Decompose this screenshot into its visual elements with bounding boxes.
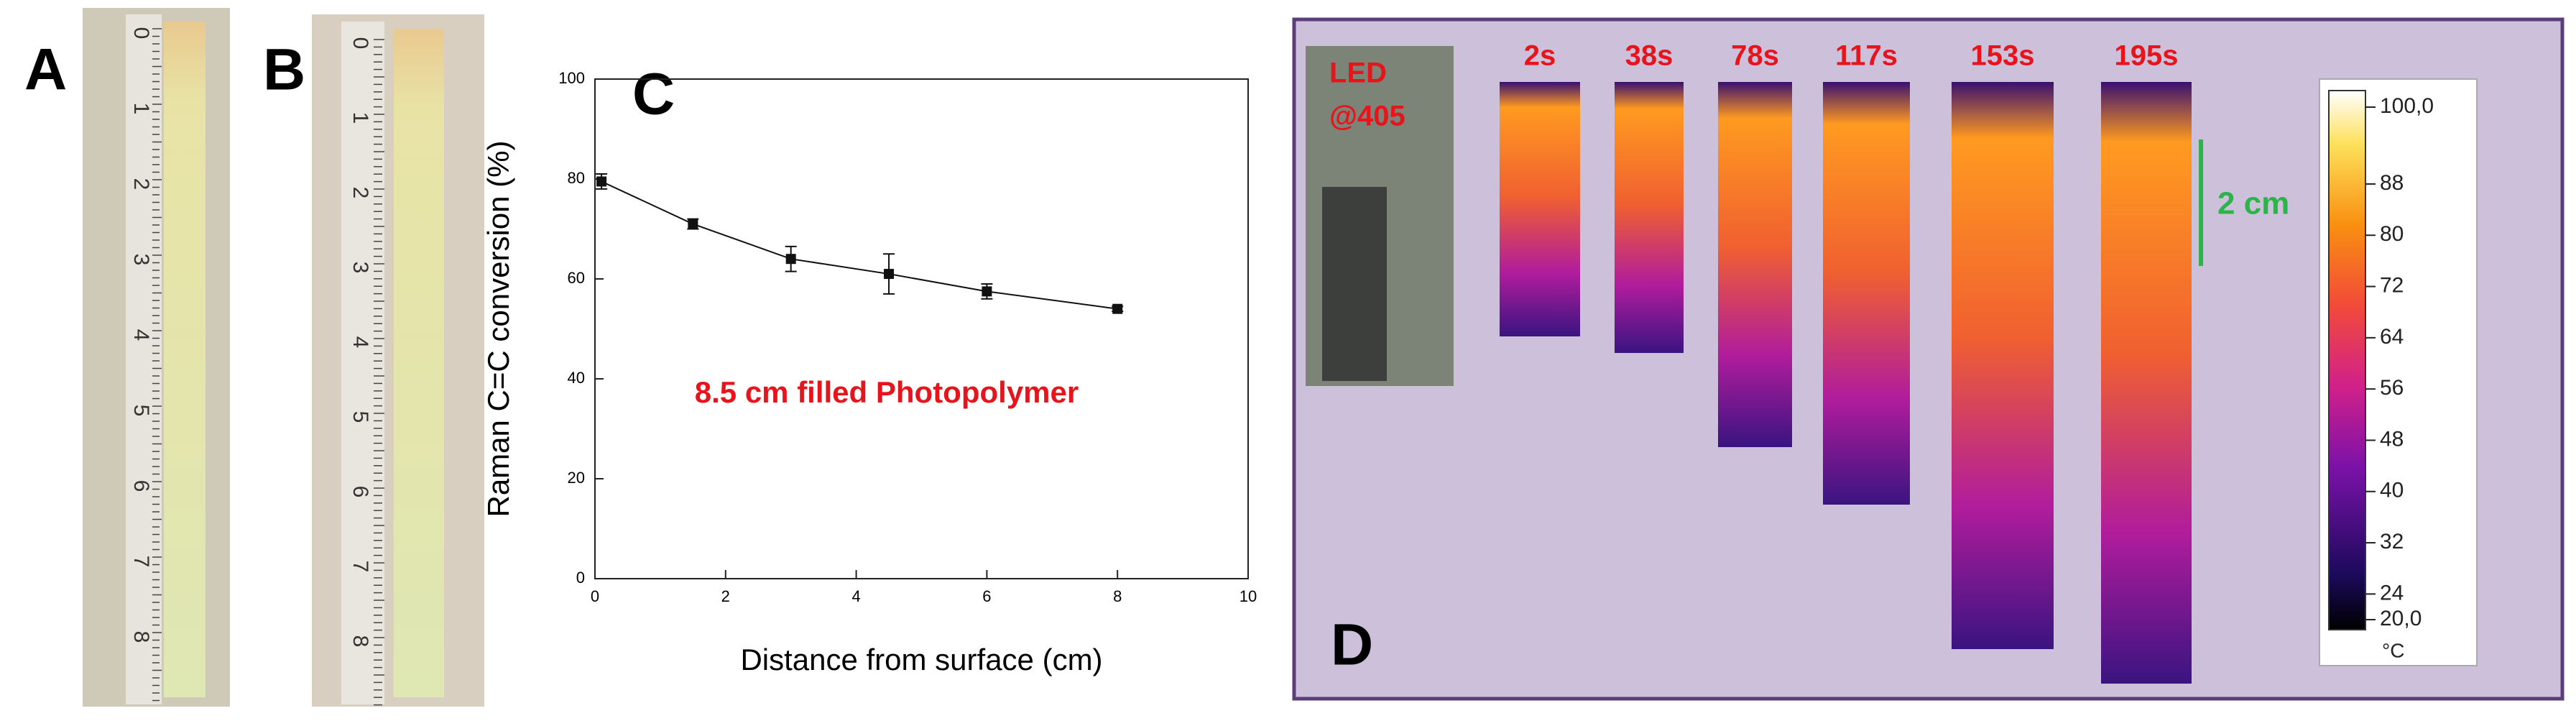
scale-label: 2 cm (2217, 186, 2289, 221)
ruler-label: 7 (348, 561, 372, 573)
colorbar (2328, 90, 2366, 630)
ruler-label: 1 (129, 103, 153, 115)
colorbar-tick-label: 64 (2380, 325, 2404, 349)
thermal-image (2101, 82, 2192, 684)
time-label: 2s (1524, 40, 1556, 72)
y-tick-label: 0 (576, 569, 585, 587)
colorbar-tick-label: 20,0 (2380, 607, 2422, 630)
y-tick-label: 40 (568, 369, 585, 387)
data-point (688, 219, 698, 229)
colorbar-tick-label: 88 (2380, 171, 2404, 195)
x-axis-label: Distance from surface (cm) (740, 643, 1102, 676)
ruler-label: 6 (348, 486, 372, 498)
y-axis-label: Raman C=C conversion (%) (481, 140, 515, 517)
data-point (884, 269, 895, 280)
x-tick-label: 10 (1239, 587, 1257, 605)
colorbar-tick-label: 100,0 (2380, 94, 2434, 118)
colorbar-tick-label: 40 (2380, 479, 2404, 502)
ruler-label: 0 (129, 27, 153, 40)
thermal-image (1500, 82, 1580, 336)
ruler-label: 6 (129, 480, 153, 492)
ruler-label: 0 (348, 37, 372, 50)
time-label: 117s (1835, 40, 1898, 72)
unit-label: °C (2382, 639, 2404, 661)
ruler-b (341, 22, 384, 704)
colorbar-tick-label: 72 (2380, 273, 2404, 297)
ruler-label: 8 (348, 635, 372, 648)
data-line (601, 180, 1118, 310)
annotation: 8.5 cm filled Photopolymer (695, 375, 1079, 409)
ruler-a (126, 14, 162, 704)
y-tick-label: 100 (558, 69, 585, 87)
y-tick-label: 20 (568, 469, 585, 487)
ruler-label: 5 (348, 411, 372, 423)
x-tick-label: 8 (1113, 587, 1122, 605)
panel-label: A (24, 37, 67, 103)
time-label: 195s (2115, 40, 2179, 72)
ruler-label: 3 (129, 254, 153, 266)
led-photo-detail (1322, 187, 1387, 381)
plot-frame (594, 78, 1249, 579)
led-label: LED (1329, 58, 1387, 89)
tube-b (394, 29, 444, 697)
ruler-label: 4 (348, 336, 372, 349)
x-tick-label: 2 (721, 587, 730, 605)
ruler-label: 2 (348, 187, 372, 199)
data-point (785, 254, 796, 265)
y-tick-label: 80 (568, 169, 585, 187)
ruler-label: 5 (129, 405, 153, 417)
ruler-label: 2 (129, 178, 153, 190)
x-tick-label: 0 (591, 587, 599, 605)
ruler-label: 1 (348, 112, 372, 124)
data-point (1112, 303, 1123, 314)
x-tick-label: 4 (851, 587, 860, 605)
ruler-label: 8 (129, 631, 153, 643)
colorbar-tick-label: 56 (2380, 376, 2404, 400)
colorbar-tick-label: 48 (2380, 427, 2404, 451)
y-tick-label: 60 (568, 269, 585, 287)
data-point (982, 286, 992, 297)
panel-label: D (1331, 612, 1373, 678)
panel-label: B (263, 37, 305, 103)
data-point (596, 176, 607, 187)
x-tick-label: 6 (982, 587, 991, 605)
ruler-label: 4 (129, 329, 153, 341)
ruler-label: 7 (129, 556, 153, 568)
thermal-image (1952, 82, 2054, 649)
tube-a (164, 22, 206, 697)
thermal-image (1718, 82, 1792, 447)
time-label: 38s (1625, 40, 1674, 72)
colorbar-tick-label: 24 (2380, 581, 2404, 605)
colorbar-tick-label: 32 (2380, 530, 2404, 554)
panel-label: C (632, 62, 675, 127)
ruler-label: 3 (348, 262, 372, 274)
thermal-image (1823, 82, 1910, 505)
time-label: 153s (1971, 40, 2035, 72)
led-label: @405 (1329, 101, 1405, 132)
colorbar-tick-label: 80 (2380, 222, 2404, 246)
thermal-image (1615, 82, 1684, 353)
time-label: 78s (1731, 40, 1779, 72)
